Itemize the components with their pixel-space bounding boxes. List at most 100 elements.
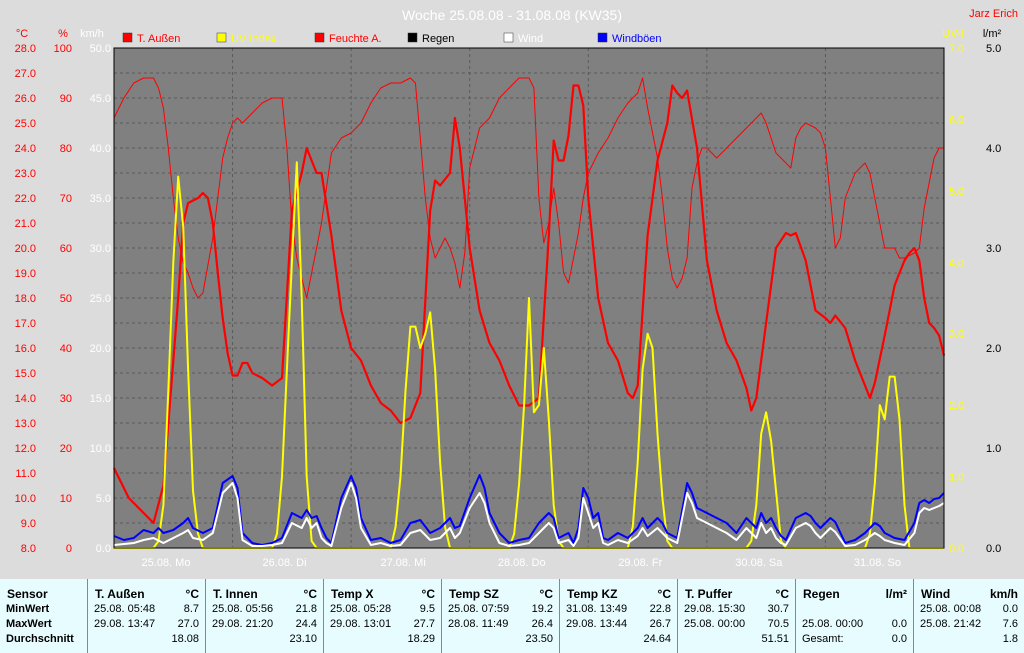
humidity-axis-tick-label: 80 [60, 143, 72, 155]
wind-axis-tick-label: 35.0 [90, 193, 111, 205]
stat-row: 25.08. 00:00 0.0 [802, 618, 907, 632]
temp-axis-tick-label: 11.0 [15, 468, 36, 480]
stat-unit: l/m² [885, 587, 907, 601]
chart-title: Woche 25.08.08 - 31.08.08 (KW35) [402, 7, 622, 23]
stat-row-value: 1.8 [1002, 633, 1018, 645]
wind-axis-tick-label: 50.0 [90, 43, 111, 55]
stat-row-value: 30.7 [767, 603, 789, 615]
series-line-wind [113, 482, 945, 547]
humidity-axis-tick-label: 60 [60, 243, 72, 255]
stat-unit: °C [185, 587, 199, 601]
humidity-axis-tick-label: 30 [60, 393, 72, 405]
uv-axis-tick-label: 4.0 [949, 257, 964, 269]
x-tick-label: 29.08. Fr [618, 557, 662, 569]
stat-row: 18.08 [94, 633, 199, 647]
stat-row: 25.08. 00:00 70.5 [684, 618, 789, 632]
stat-unit: km/h [989, 587, 1018, 601]
stat-header: T. Innen [213, 587, 258, 601]
humidity-axis-tick-label: 40 [60, 343, 72, 355]
stat-row-value: 18.08 [171, 633, 199, 645]
stat-header: Temp SZ [449, 587, 499, 601]
stat-row-label: Durchschnitt [6, 633, 74, 645]
temp-axis-tick-label: 24.0 [15, 143, 36, 155]
temp-axis-tick-label: 23.0 [15, 168, 36, 180]
stat-row-value: 27.7 [413, 618, 435, 630]
humidity-axis-tick-label: 0 [66, 543, 72, 555]
stat-row-label: 29.08. 13:44 [566, 618, 628, 630]
stat-row-value: 0.0 [891, 633, 907, 645]
temp-axis-tick-label: 16.0 [15, 343, 36, 355]
temp-axis-tick-label: 12.0 [15, 443, 36, 455]
axes: 28.0 27.0 26.0 25.0 24.0 23.0 22.0 21.0 20.0 19.0… [15, 28, 1002, 555]
uv-axis-tick-label: 6.0 [949, 114, 964, 126]
stat-header: Wind [921, 587, 951, 601]
stat-row: MaxWert [6, 618, 81, 632]
legend-label: Windböen [612, 33, 662, 45]
humidity-axis-tick-label: 70 [60, 193, 72, 205]
stat-column: Sensor MinWert MaxWert Durchschnitt [0, 579, 88, 653]
stat-row-label: 25.08. 07:59 [448, 603, 510, 615]
wind-axis-tick-label: 30.0 [90, 243, 111, 255]
stat-row-value: 22.8 [649, 603, 671, 615]
rain-axis-tick-label: 2.0 [986, 343, 1001, 355]
stat-unit: °C [657, 587, 671, 601]
stat-row-label: 25.08. 21:42 [920, 618, 982, 630]
stat-row-value: 0.0 [1002, 603, 1018, 615]
stat-row: MinWert [6, 603, 81, 617]
stat-column: Temp SZ °C 25.08. 07:59 19.2 28.08. 11:49 26.… [442, 579, 560, 653]
temp-axis-unit: °C [16, 28, 28, 40]
temp-axis-tick-label: 22.0 [15, 193, 36, 205]
temp-axis-tick-label: 19.0 [15, 268, 36, 280]
stat-row: 29.08. 13:47 27.0 [94, 618, 199, 632]
stat-row-value: 9.5 [419, 603, 435, 615]
stat-row-label: 28.08. 11:49 [448, 618, 509, 630]
uv-axis-tick-label: 7.0 [949, 43, 964, 55]
legend-label: T. Außen [137, 33, 180, 45]
plot-frame [113, 47, 945, 549]
rain-axis-tick-label: 0.0 [986, 543, 1001, 555]
stat-column: Wind km/h 25.08. 00:08 0.0 25.08. 21:42 7.6 1.… [914, 579, 1024, 653]
stat-row: 23.50 [448, 633, 553, 647]
stat-row [802, 603, 907, 617]
stat-row: 1.8 [920, 633, 1018, 647]
stat-row: 25.08. 05:56 21.8 [212, 603, 317, 617]
legend-label: Feuchte A. [329, 33, 382, 45]
stat-unit: °C [303, 587, 317, 601]
stat-row: 25.08. 07:59 19.2 [448, 603, 553, 617]
stat-unit: °C [539, 587, 553, 601]
series-line-windböen [113, 474, 945, 546]
legend-swatch [216, 32, 227, 43]
temp-axis-tick-label: 20.0 [15, 243, 36, 255]
temp-axis-tick-label: 8.0 [21, 543, 36, 555]
stat-row: 25.08. 05:28 9.5 [330, 603, 435, 617]
stat-row-value: 26.4 [531, 618, 553, 630]
stat-column: T. Außen °C 25.08. 05:48 8.7 29.08. 13:47 27.… [88, 579, 206, 653]
stat-row-label: 25.08. 05:28 [330, 603, 392, 615]
stat-row-value: 23.50 [525, 633, 553, 645]
rain-axis-tick-label: 3.0 [986, 243, 1001, 255]
legend-label: Regen [422, 33, 454, 45]
stat-row-label: MaxWert [6, 618, 52, 630]
temp-axis-tick-label: 10.0 [15, 493, 36, 505]
stat-row-value: 19.2 [531, 603, 553, 615]
stat-row-value: 27.0 [177, 618, 199, 630]
legend-swatch [503, 32, 514, 43]
stat-row: 25.08. 05:48 8.7 [94, 603, 199, 617]
x-tick-label: 27.08. Mi [381, 557, 426, 569]
temp-axis-tick-label: 27.0 [15, 68, 36, 80]
uv-axis-unit: UV-I [942, 28, 963, 40]
stat-row-value: 26.7 [649, 618, 671, 630]
temp-axis-tick-label: 25.0 [15, 118, 36, 130]
stat-header: Regen [803, 587, 840, 601]
rain-axis-tick-label: 4.0 [986, 143, 1001, 155]
temp-axis-tick-label: 15.0 [15, 368, 36, 380]
x-tick-label: 28.08. Do [498, 557, 546, 569]
stat-row: Durchschnitt [6, 633, 81, 647]
legend-label: Wind [518, 33, 543, 45]
stat-row: 25.08. 00:08 0.0 [920, 603, 1018, 617]
stat-header: T. Puffer [685, 587, 733, 601]
temp-axis-tick-label: 18.0 [15, 293, 36, 305]
x-tick-label: 31.08. So [854, 557, 901, 569]
stat-header: Sensor [7, 587, 48, 601]
humidity-axis-tick-label: 50 [60, 293, 72, 305]
